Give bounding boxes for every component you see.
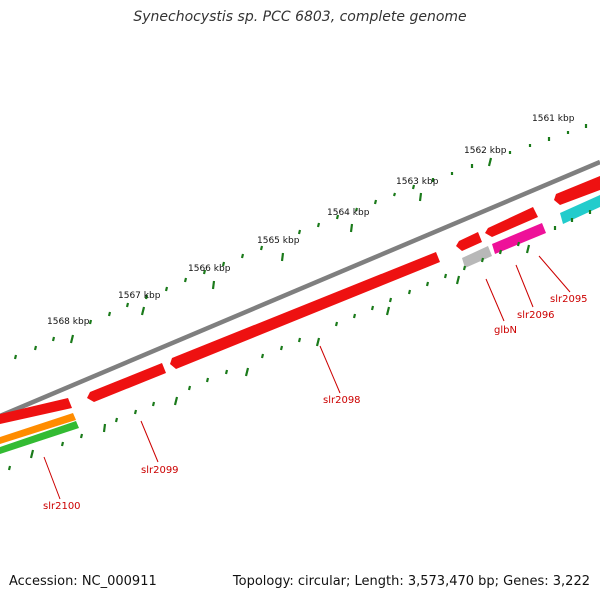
tick	[79, 433, 84, 439]
genome-summary-text: Topology: circular; Length: 3,573,470 bp…	[232, 574, 590, 589]
tick	[462, 265, 467, 271]
gene-arrow-glbN[interactable]	[456, 232, 482, 251]
tick	[352, 313, 357, 319]
tick	[370, 305, 375, 311]
genome-backbone	[0, 159, 600, 419]
major-tick	[385, 306, 391, 316]
tick	[297, 229, 302, 235]
gene-label-slr2100[interactable]: slr2100	[43, 501, 81, 512]
tick	[354, 207, 359, 212]
tick	[114, 417, 119, 423]
tick	[51, 336, 56, 342]
tick	[373, 199, 378, 205]
gene-label-slr2095[interactable]: slr2095	[550, 294, 588, 305]
tick	[240, 253, 245, 259]
scale-label-1567: 1567 kbp	[118, 291, 161, 301]
feature-green[interactable]	[0, 421, 79, 454]
tick	[60, 441, 65, 447]
leader-slr2096	[515, 264, 534, 308]
tick	[411, 184, 416, 190]
gene-label-slr2096[interactable]: slr2096	[517, 310, 555, 321]
tick	[133, 409, 138, 415]
map-title: Synechocystis sp. PCC 6803, complete gen…	[133, 9, 467, 25]
tick	[297, 337, 302, 343]
major-tick	[487, 157, 493, 167]
scale-label-1568: 1568 kbp	[47, 317, 90, 327]
tick	[202, 269, 207, 275]
tick	[260, 353, 265, 359]
gene-arrow-slr2094[interactable]	[554, 176, 600, 205]
tick	[183, 277, 188, 283]
tick	[224, 369, 229, 375]
scale-label-1566: 1566 kbp	[188, 264, 231, 274]
inner-tick-ring	[7, 210, 592, 471]
tick	[107, 311, 112, 317]
tick	[279, 345, 284, 351]
gene-arrow-slr2099[interactable]	[87, 363, 166, 402]
tick	[498, 249, 503, 255]
gene-arrow-slr2098[interactable]	[170, 252, 440, 369]
tick	[7, 465, 12, 471]
major-tick	[69, 334, 75, 344]
feature-magenta[interactable]	[492, 223, 546, 254]
major-tick	[102, 423, 107, 433]
accession-text: Accession: NC_000911	[9, 574, 157, 589]
scale-label-1562: 1562 kbp	[464, 146, 507, 156]
leader-slr2100	[43, 456, 61, 500]
feature-orange[interactable]	[0, 413, 76, 444]
scale-label-1565: 1565 kbp	[257, 236, 300, 246]
feature-cyan[interactable]	[560, 195, 600, 224]
outer-tick-ring	[13, 124, 588, 360]
major-tick	[418, 192, 423, 202]
major-tick	[349, 223, 354, 233]
tick	[425, 281, 430, 287]
tick	[316, 222, 321, 228]
major-tick	[29, 449, 35, 459]
tick	[335, 214, 340, 220]
leader-slr2098	[319, 345, 341, 394]
major-tick	[140, 306, 146, 316]
major-tick	[315, 337, 321, 347]
gene-arrow-slr2100[interactable]	[0, 398, 72, 424]
feature-grey[interactable]	[462, 246, 492, 268]
major-tick	[173, 396, 179, 406]
tick	[392, 192, 397, 197]
scale-label-1563: 1563 kbp	[396, 177, 439, 187]
tick	[443, 273, 448, 279]
label-leaders	[43, 255, 571, 500]
feature-tracks	[0, 195, 600, 454]
leader-slr2095	[538, 255, 571, 293]
tick	[259, 245, 264, 251]
tick	[205, 377, 210, 383]
tick	[334, 321, 339, 327]
scale-label-1564: 1564 kbp	[327, 208, 370, 218]
tick	[221, 261, 226, 267]
major-tick	[211, 280, 216, 290]
tick	[480, 257, 485, 263]
tick	[388, 297, 393, 303]
major-tick	[455, 275, 461, 285]
tick	[164, 286, 169, 292]
gene-label-slr2099[interactable]: slr2099	[141, 465, 179, 476]
tick	[33, 345, 38, 351]
forward-genes	[0, 176, 600, 424]
tick	[407, 289, 412, 295]
scale-label-1561: 1561 kbp	[532, 114, 575, 124]
gene-arrow-slr2096[interactable]	[485, 207, 538, 237]
gene-label-glbN[interactable]: glbN	[494, 325, 517, 336]
leader-slr2099	[140, 420, 159, 463]
tick	[13, 354, 18, 360]
tick	[125, 302, 130, 308]
major-tick	[244, 367, 250, 377]
tick	[88, 319, 93, 325]
tick	[187, 385, 192, 391]
major-tick	[525, 244, 531, 254]
tick	[516, 241, 521, 247]
tick	[151, 401, 156, 407]
gene-label-slr2098[interactable]: slr2098	[323, 395, 361, 406]
tick	[144, 294, 149, 300]
major-tick	[280, 252, 285, 262]
leader-glbN	[485, 278, 505, 322]
